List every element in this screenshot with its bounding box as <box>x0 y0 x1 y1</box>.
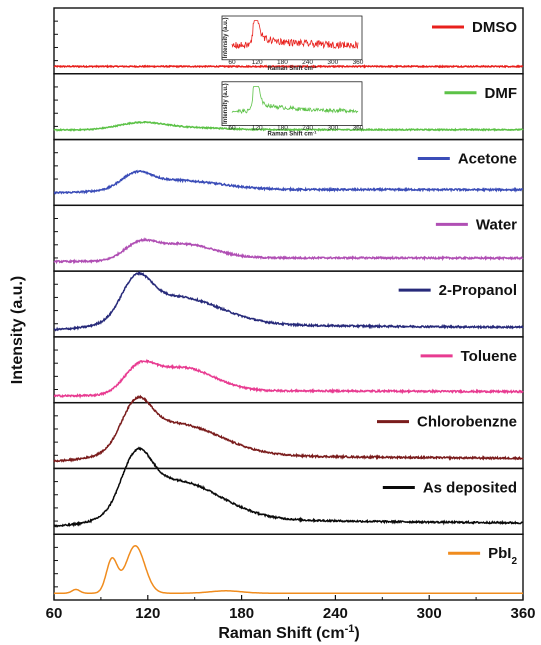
inset-x-label: Raman Shift cm-1 <box>268 63 318 72</box>
y-axis-title: Intensity (a.u.) <box>9 276 26 384</box>
x-tick-label: 60 <box>46 605 63 622</box>
inset-x-tick-label: 300 <box>327 125 338 132</box>
legend-label-text: Chlorobenzne <box>417 414 517 431</box>
series-line-dmf <box>53 120 524 132</box>
panels-group: DMSO DMF Acetone Water 2-Propanol Toluene Chlo… <box>53 7 524 601</box>
x-tick-label: 360 <box>510 605 535 622</box>
inset-dmf: 60 120 180 240 300 360 Raman Shift cm-1 Intensi… <box>221 81 364 138</box>
inset-dmso: 60 120 180 240 300 360 Raman Shift cm-1 Intensi… <box>221 15 364 72</box>
legend-label: Acetone <box>458 151 517 168</box>
inset-y-label: Intensity (a.u.) <box>223 18 229 59</box>
legend-label-text: DMF <box>485 85 518 102</box>
x-tick-label: 300 <box>417 605 442 622</box>
inset-x-tick-label: 300 <box>327 59 338 66</box>
series-line-water <box>53 237 524 265</box>
panel-frame <box>53 204 524 272</box>
x-axis-title: Raman Shift (cm-1) <box>218 623 359 642</box>
inset-series-line <box>231 86 359 115</box>
legend-label: Water <box>476 216 517 233</box>
inset-y-label: Intensity (a.u.) <box>223 83 229 124</box>
legend-label-text: As deposited <box>423 479 517 496</box>
panel-frame <box>53 467 524 535</box>
inset-frame <box>221 15 363 61</box>
legend-label-sub: 2 <box>511 556 517 567</box>
series-line-dmso <box>53 64 524 69</box>
inset-x-tick-label: 360 <box>353 125 364 132</box>
inset-x-tick-label: 180 <box>277 125 288 132</box>
x-axis-title-sup: -1 <box>345 623 355 635</box>
legend-label-text: Water <box>476 216 517 233</box>
x-axis-title-main: Raman Shift (cm <box>218 625 344 642</box>
legend-label: PbI2 <box>488 545 517 567</box>
inset-x-tick-label: 60 <box>228 59 236 66</box>
inset-series-line <box>231 20 359 50</box>
inset-x-tick-label: 180 <box>277 59 288 66</box>
legend-label: DMF <box>485 85 518 102</box>
inset-x-tick-label: 120 <box>252 125 263 132</box>
series-line-as-deposited <box>53 446 524 528</box>
legend-label-text: 2-Propanol <box>439 282 517 299</box>
inset-x-label: Raman Shift cm-1 <box>268 129 318 138</box>
inset-x-tick-label: 60 <box>228 125 236 132</box>
legend-label: DMSO <box>472 19 517 36</box>
x-tick-label: 120 <box>135 605 160 622</box>
inset-x-tick-label: 120 <box>252 59 263 66</box>
legend-label: As deposited <box>423 479 517 496</box>
x-axis-title-end: ) <box>354 625 359 642</box>
inset-x-tick-label: 360 <box>353 59 364 66</box>
inset-x-tick-label: 240 <box>302 125 313 132</box>
legend-label-text: PbI <box>488 545 511 562</box>
series-line-acetone <box>53 169 524 195</box>
legend-label: Chlorobenzne <box>417 414 517 431</box>
series-line-2-propanol <box>53 270 524 332</box>
legend-label-text: Toluene <box>461 348 517 365</box>
x-tick-label: 180 <box>229 605 254 622</box>
series-line-toluene <box>53 358 524 399</box>
legend-label-text: DMSO <box>472 19 517 36</box>
legend-label: Toluene <box>461 348 517 365</box>
inset-frame <box>221 81 363 126</box>
x-axis: 60 120 180 240 300 360 <box>46 595 536 622</box>
legend-label: 2-Propanol <box>439 282 517 299</box>
series-line-chlorobenzne <box>53 394 524 463</box>
inset-x-tick-label: 240 <box>302 59 313 66</box>
x-tick-label: 240 <box>323 605 348 622</box>
legend-label-text: Acetone <box>458 151 517 168</box>
series-line-pbi <box>54 545 523 594</box>
panel-frame <box>53 138 524 207</box>
